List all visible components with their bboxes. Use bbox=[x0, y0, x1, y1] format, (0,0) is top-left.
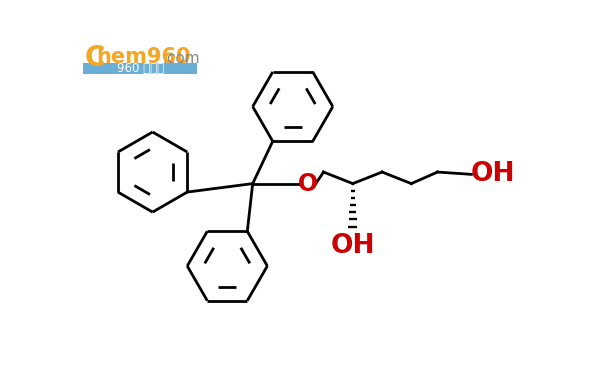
Bar bbox=[83, 63, 197, 74]
Text: OH: OH bbox=[471, 161, 515, 188]
Text: .com: .com bbox=[163, 51, 200, 66]
Text: OH: OH bbox=[330, 233, 375, 259]
Text: hem960: hem960 bbox=[96, 47, 191, 68]
Text: 960 化工网: 960 化工网 bbox=[117, 62, 164, 75]
Text: C: C bbox=[85, 44, 105, 72]
Text: O: O bbox=[298, 172, 318, 196]
